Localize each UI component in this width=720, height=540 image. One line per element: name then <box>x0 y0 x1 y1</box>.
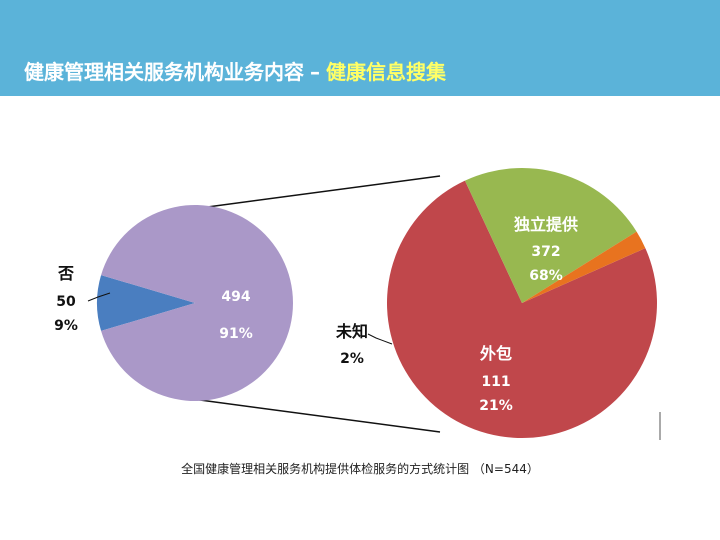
label-unknown-leader <box>367 333 393 345</box>
chart-caption: 全国健康管理相关服务机构提供体检服务的方式统计图 （N=544） <box>181 462 539 476</box>
title-highlight: 健康信息搜集 <box>326 60 446 84</box>
slice-outsource <box>464 167 637 303</box>
slice-independent <box>386 180 657 439</box>
slide-header: 健康管理相关服务机构业务内容 – 健康信息搜集 <box>0 0 720 96</box>
slice-yes <box>101 205 293 401</box>
connector-line-bottom <box>184 397 441 433</box>
label-independent-value: 372 <box>531 244 560 260</box>
label-outsource-value: 111 <box>481 374 510 390</box>
label-unknown-name: 未知 <box>335 322 368 341</box>
title-separator: – <box>310 60 320 84</box>
label-independent-name: 独立提供 <box>514 215 578 234</box>
label-no-leader <box>87 292 111 302</box>
label-yes-percent: 91% <box>219 326 253 342</box>
label-yes-value: 494 <box>221 289 250 305</box>
label-outsource-percent: 21% <box>479 398 513 414</box>
connector-line-top <box>184 175 441 211</box>
title-main: 健康管理相关服务机构业务内容 <box>24 60 304 84</box>
slide-title: 健康管理相关服务机构业务内容 – 健康信息搜集 <box>24 56 446 85</box>
label-outsource-name: 外包 <box>479 344 512 363</box>
slice-no <box>96 275 195 331</box>
label-unknown-percent: 2% <box>340 351 364 367</box>
label-no-name: 否 <box>57 264 74 283</box>
slice-unknown <box>522 231 646 303</box>
label-no-value: 50 <box>56 294 76 310</box>
label-independent-percent: 68% <box>529 268 563 284</box>
label-no-percent: 9% <box>54 318 78 334</box>
